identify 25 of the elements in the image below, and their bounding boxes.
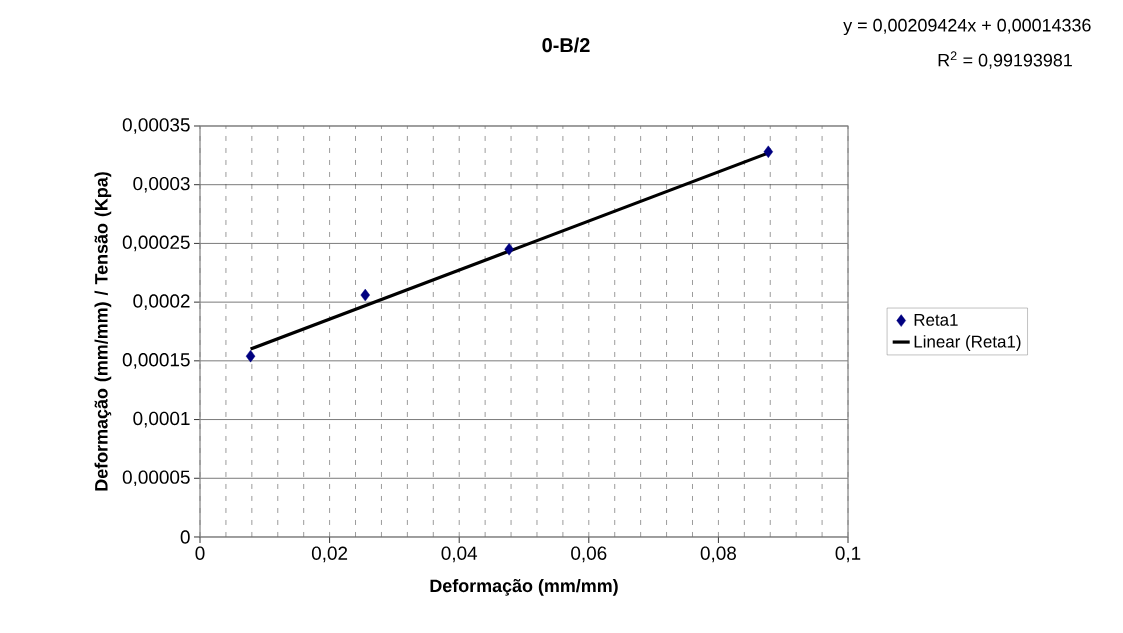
y-tick-label: 0,0002 (133, 294, 190, 310)
x-tick-label: 0,08 (700, 546, 736, 563)
y-tick-label: 0,00035 (122, 118, 190, 134)
text: R$^{2}$ = 0,99193981 (938, 51, 1072, 69)
point (245, 349, 256, 363)
text: y = 0,00209424x + 0,00014336 (843, 18, 1091, 36)
y-tick-label: 0,0003 (133, 176, 190, 193)
x-tick-label: 0,04 (441, 546, 478, 563)
y-tick-label: 0,00025 (122, 235, 190, 252)
legend-label: Linear (Reta1) (914, 335, 1021, 351)
y-tick-label: 0,00005 (122, 470, 190, 487)
y-tick-label: 0 (180, 530, 190, 544)
chart-title: 0-B/2 (542, 37, 590, 53)
x-tick-label: 0 (195, 546, 205, 560)
y-tick-label: 0,0001 (133, 411, 190, 428)
x-tick-label: 0,1 (835, 546, 861, 563)
x-axis-title: Deformação (mm/mm) (430, 578, 618, 596)
y-axis-title: Deformação (mm/mm) / Tensão (Kpa) (94, 172, 112, 491)
x-tick-label: 0,02 (311, 546, 348, 563)
point (504, 243, 514, 256)
legend-label: Reta1 (914, 314, 958, 326)
point (360, 288, 370, 302)
y-tick-label: 0,00015 (122, 353, 190, 369)
x-tick-label: 0,06 (571, 546, 607, 563)
point (763, 145, 774, 159)
